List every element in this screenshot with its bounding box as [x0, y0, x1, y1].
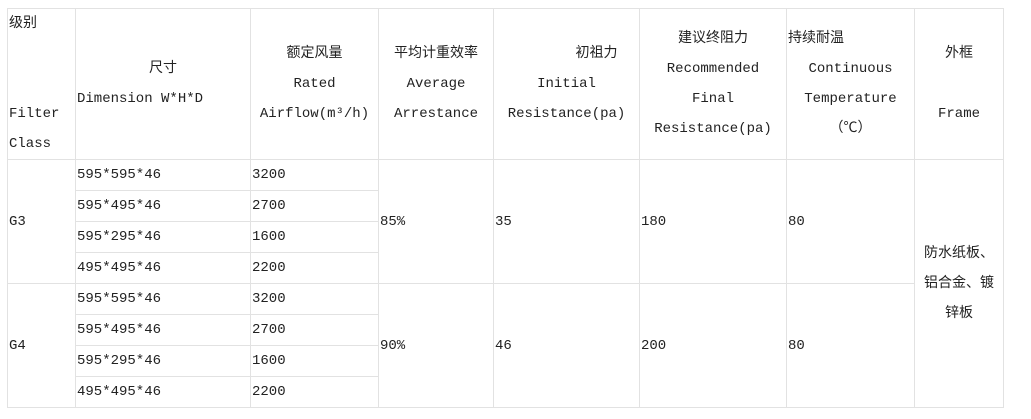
- header-filter-class: 级别 Filter Class: [7, 8, 76, 160]
- header-text: Airflow(m³/h): [259, 106, 370, 122]
- initial-resistance-cell: 46: [493, 283, 640, 408]
- header-dimension: 尺寸 Dimension W*H*D: [75, 8, 251, 160]
- temperature-cell: 80: [786, 283, 915, 408]
- header-text: Recommended: [666, 61, 760, 77]
- frame-text: 防水纸板、: [924, 245, 994, 262]
- dimension-cell: 595*595*46: [75, 159, 251, 191]
- header-text: Dimension W*H*D: [77, 91, 204, 107]
- filter-class-cell: G3: [7, 159, 76, 284]
- arrestance-cell: 90%: [378, 283, 494, 408]
- airflow-cell: 1600: [250, 221, 379, 253]
- header-text: Class: [9, 136, 52, 152]
- header-temperature: 持续耐温 Continuous Temperature （℃）: [786, 8, 915, 160]
- header-text: 平均计重效率: [394, 46, 478, 62]
- dimension-cell: 495*495*46: [75, 252, 251, 284]
- dimension-cell: 595*495*46: [75, 190, 251, 222]
- header-frame: 外框 Frame: [914, 8, 1004, 160]
- header-initial-resistance: 初祖力 Initial Resistance(pa): [493, 8, 640, 160]
- table-row: 595*295*46 1600: [8, 345, 1004, 377]
- frame-text: 锌板: [945, 305, 973, 322]
- header-row: 级别 Filter Class 尺寸 Dimension W*H*D 额定风量 …: [7, 8, 1004, 160]
- header-airflow: 额定风量 Rated Airflow(m³/h): [250, 8, 379, 160]
- dimension-cell: 495*495*46: [75, 376, 251, 408]
- header-text: 初祖力: [575, 46, 618, 62]
- header-text: Rated: [293, 76, 336, 92]
- header-text: Final: [691, 91, 734, 107]
- arrestance-cell: 85%: [378, 159, 494, 284]
- table-row: 595*295*46 1600: [8, 221, 1004, 253]
- filter-spec-table: 级别 Filter Class 尺寸 Dimension W*H*D 额定风量 …: [7, 8, 1004, 408]
- header-text: Resistance(pa): [654, 121, 772, 137]
- header-text: 额定风量: [286, 46, 343, 62]
- header-text: 级别: [9, 16, 37, 32]
- header-text: Resistance(pa): [507, 106, 626, 122]
- table-row: 595*495*46 2700: [8, 314, 1004, 346]
- frame-cell: 防水纸板、铝合金、镀锌板: [914, 159, 1004, 408]
- dimension-cell: 595*595*46: [75, 283, 251, 315]
- airflow-cell: 3200: [250, 283, 379, 315]
- table-row: 495*495*46 2200: [8, 252, 1004, 284]
- table-row: 495*495*46 2200: [8, 376, 1004, 408]
- header-text: 建议终阻力: [678, 31, 748, 47]
- header-text: 尺寸: [149, 61, 177, 77]
- header-text: Initial: [537, 76, 596, 92]
- header-text: （℃）: [829, 121, 872, 137]
- airflow-cell: 3200: [250, 159, 379, 191]
- header-text: Filter: [9, 106, 60, 122]
- header-text: Arrestance: [393, 106, 478, 122]
- airflow-cell: 1600: [250, 345, 379, 377]
- airflow-cell: 2700: [250, 190, 379, 222]
- dimension-cell: 595*495*46: [75, 314, 251, 346]
- dimension-cell: 595*295*46: [75, 221, 251, 253]
- temperature-cell: 80: [786, 159, 915, 284]
- airflow-cell: 2200: [250, 252, 379, 284]
- header-text: Average: [406, 76, 466, 92]
- frame-text: 铝合金、镀: [924, 275, 994, 292]
- airflow-cell: 2200: [250, 376, 379, 408]
- header-text: Frame: [937, 106, 980, 122]
- header-text: Temperature: [804, 91, 897, 107]
- table-row: G4 595*595*46 3200 90% 46 200 80: [7, 283, 1004, 408]
- header-final-resistance: 建议终阻力 Recommended Final Resistance(pa): [639, 8, 787, 160]
- initial-resistance-cell: 35: [493, 159, 640, 284]
- table-row: G3 595*595*46 3200 85% 35 180 80 防水纸板、 铝合金、镀 锌板: [7, 159, 1004, 408]
- header-text: 外框: [945, 46, 973, 62]
- header-text: 持续耐温: [788, 31, 844, 47]
- final-resistance-cell: 200: [639, 283, 787, 408]
- header-arrestance: 平均计重效率 Average Arrestance: [378, 8, 494, 160]
- final-resistance-cell: 180: [639, 159, 787, 284]
- dimension-cell: 595*295*46: [75, 345, 251, 377]
- table-row: 595*495*46 2700: [8, 190, 1004, 222]
- airflow-cell: 2700: [250, 314, 379, 346]
- filter-class-cell: G4: [7, 283, 76, 408]
- header-text: Continuous: [808, 61, 893, 77]
